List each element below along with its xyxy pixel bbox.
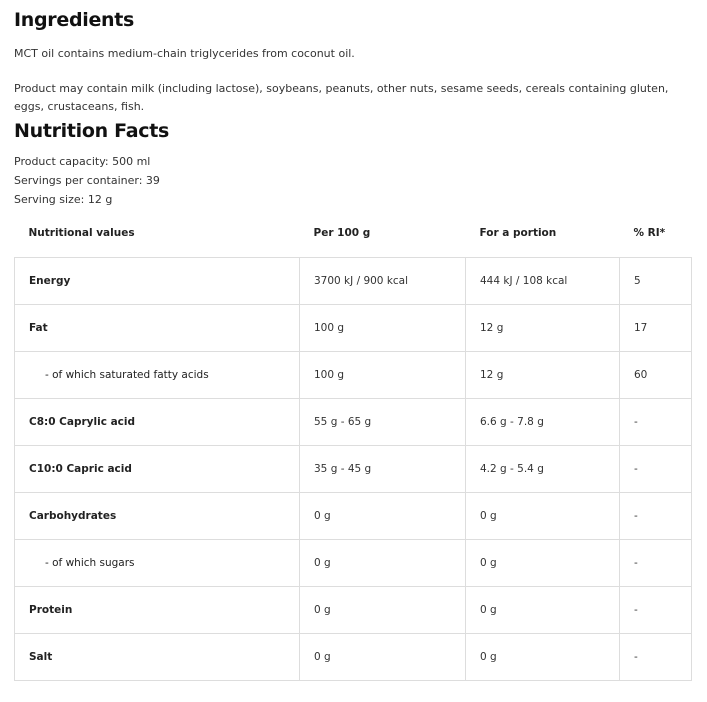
portion-value: 12 g [465,351,620,399]
portion-value: 12 g [465,304,620,352]
portion-value: 0 g [465,633,620,681]
per-100g-value: 55 g - 65 g [299,398,466,446]
per-100g-value: 35 g - 45 g [299,445,466,493]
table-row: C10:0 Capric acid 35 g - 45 g 4.2 g - 5.4 … [14,445,692,493]
header-per-100g: Per 100 g [313,227,371,239]
portion-value: 0 g [465,586,620,634]
header-ri: % RI* [633,227,666,239]
ri-value: - [619,492,692,540]
ri-value: - [619,398,692,446]
nutrition-title: Nutrition Facts [14,120,170,142]
per-100g-value: 0 g [299,539,466,587]
nutrition-table: Nutritional values Per 100 g For a porti… [14,209,692,681]
ri-value: 5 [619,257,692,305]
portion-value: 0 g [465,492,620,540]
nutrient-name: Carbohydrates [14,492,300,540]
table-row: Fat 100 g 12 g 17 [14,304,692,352]
servings-per-container: Servings per container: 39 [14,174,160,187]
per-100g-value: 0 g [299,586,466,634]
nutrient-name: Fat [14,304,300,352]
nutrient-name: C10:0 Capric acid [14,445,300,493]
portion-value: 0 g [465,539,620,587]
ri-value: 60 [619,351,692,399]
ri-value: - [619,586,692,634]
ingredients-title: Ingredients [14,9,135,31]
nutrient-name: - of which saturated fatty acids [14,351,300,399]
table-row: Energy 3700 kJ / 900 kcal 444 kJ / 108 kca… [14,257,692,305]
ri-value: - [619,539,692,587]
table-row: - of which saturated fatty acids 100 g 12 … [14,351,692,399]
nutrient-name: - of which sugars [14,539,300,587]
header-portion: For a portion [479,227,557,239]
portion-value: 4.2 g - 5.4 g [465,445,620,493]
portion-value: 444 kJ / 108 kcal [465,257,620,305]
nutrient-name: Protein [14,586,300,634]
per-100g-value: 0 g [299,492,466,540]
per-100g-value: 100 g [299,304,466,352]
portion-value: 6.6 g - 7.8 g [465,398,620,446]
ri-value: 17 [619,304,692,352]
ri-value: - [619,445,692,493]
serving-size: Serving size: 12 g [14,193,113,206]
ri-value: - [619,633,692,681]
table-row: C8:0 Caprylic acid 55 g - 65 g 6.6 g - 7.8… [14,398,692,446]
header-nutritional-values: Nutritional values [28,227,135,239]
product-capacity: Product capacity: 500 ml [14,155,151,168]
nutrient-name: Energy [14,257,300,305]
table-header: Nutritional values Per 100 g For a porti… [15,209,692,258]
per-100g-value: 100 g [299,351,466,399]
ingredients-text: MCT oil contains medium-chain triglyceri… [14,47,355,60]
allergen-text: Product may contain milk (including lact… [14,82,669,113]
per-100g-value: 0 g [299,633,466,681]
per-100g-value: 3700 kJ / 900 kcal [299,257,466,305]
nutrient-name: Salt [14,633,300,681]
nutrient-name: C8:0 Caprylic acid [14,398,300,446]
